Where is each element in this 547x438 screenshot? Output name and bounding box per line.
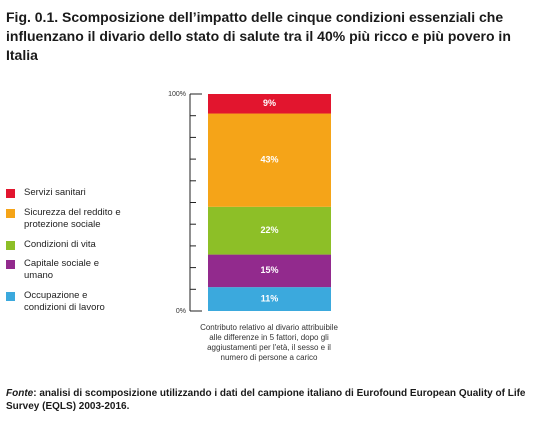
- bar-segment: [208, 94, 331, 114]
- bar-segment: [208, 113, 331, 207]
- legend-label: Occupazione e condizioni di lavoro: [24, 290, 105, 313]
- legend-label: Servizi sanitari: [24, 187, 86, 198]
- chart-title: Fig. 0.1. Scomposizione dell’impatto del…: [6, 9, 511, 63]
- legend-label: Sicurezza del reddito e protezione socia…: [24, 207, 121, 230]
- legend-label: Capitale sociale e umano: [24, 258, 99, 281]
- value-label: 9%: [263, 98, 276, 108]
- value-label: 11%: [261, 293, 279, 303]
- value-label: 43%: [260, 155, 278, 165]
- source-note: Fonte: analisi di scomposizione utilizza…: [6, 387, 536, 413]
- value-label: 15%: [260, 265, 278, 275]
- legend-swatch: [6, 209, 15, 218]
- bar-segment: [208, 206, 331, 255]
- legend-label: Condizioni di vita: [24, 239, 96, 250]
- x-axis-label: Contributo relativo al divario attribuib…: [200, 323, 338, 362]
- value-label: 22%: [260, 225, 278, 235]
- bar-segment: [208, 254, 331, 288]
- source-label: Fonte: [6, 388, 34, 399]
- legend-swatch: [6, 260, 15, 269]
- bar-segment: [208, 287, 331, 311]
- y-tick-label: 0%: [176, 308, 186, 315]
- source-text: : analisi di scomposizione utilizzando i…: [6, 388, 526, 412]
- legend-swatch: [6, 189, 15, 198]
- y-tick-label: 100%: [168, 91, 186, 98]
- legend-swatch: [6, 241, 15, 250]
- legend-swatch: [6, 292, 15, 301]
